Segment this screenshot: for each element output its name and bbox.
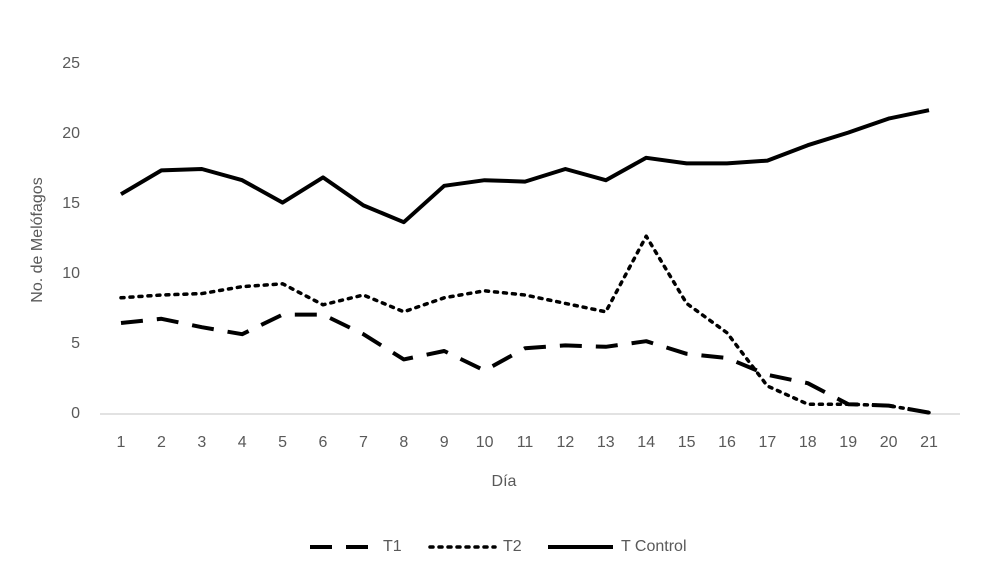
x-tick-label: 8 [399,434,408,451]
y-tick-label: 20 [62,125,80,142]
x-tick-label: 2 [157,434,166,451]
legend-label: T1 [383,538,402,555]
y-tick-label: 0 [71,405,80,422]
x-tick-label: 1 [117,434,126,451]
legend-label: T2 [503,538,522,555]
y-tick-label: 25 [62,55,80,72]
y-tick-label: 10 [62,265,80,282]
x-tick-label: 13 [597,434,615,451]
x-tick-label: 17 [759,434,777,451]
x-tick-label: 21 [920,434,938,451]
y-axis-title: No. de Melófagos [29,177,46,302]
x-tick-label: 6 [319,434,328,451]
x-tick-label: 7 [359,434,368,451]
x-tick-label: 9 [440,434,449,451]
x-tick-label: 12 [557,434,575,451]
x-tick-label: 4 [238,434,247,451]
y-tick-label: 5 [71,335,80,352]
x-tick-label: 16 [718,434,736,451]
legend-label: T Control [621,538,687,555]
series-line [119,234,931,415]
x-tick-label: 5 [278,434,287,451]
x-tick-label: 20 [880,434,898,451]
x-tick-label: 3 [197,434,206,451]
x-tick-label: 15 [678,434,696,451]
x-tick-label: 10 [476,434,494,451]
series-line [120,312,930,415]
x-axis-title: Día [492,473,517,490]
x-tick-label: 18 [799,434,817,451]
x-tick-label: 19 [839,434,857,451]
y-tick-label: 15 [62,195,80,212]
x-tick-label: 11 [517,434,534,451]
series-line [119,108,930,225]
x-tick-label: 14 [637,434,655,451]
